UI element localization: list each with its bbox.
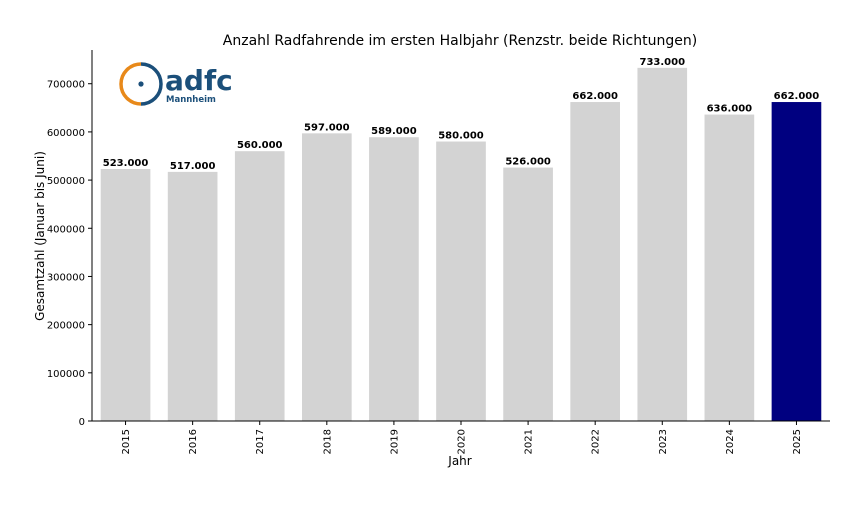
x-tick-label: 2025: [792, 429, 803, 454]
bars-group: 523.000 517.000 560.000 597.000 589.000 580.0…: [100, 57, 822, 422]
y-tick-label: 100000: [47, 369, 85, 380]
data-label: 517.000: [170, 161, 216, 172]
bar-2025: [771, 102, 822, 421]
bar-2019: [369, 137, 419, 421]
y-tick-label: 0: [79, 417, 85, 428]
x-tick-label: 2017: [255, 429, 266, 454]
logo-wordmark: adfc: [165, 64, 233, 97]
data-label: 636.000: [707, 104, 753, 115]
x-tick-label: 2021: [524, 429, 535, 454]
data-label: 662.000: [774, 91, 820, 102]
bar-2018: [301, 133, 352, 421]
y-tick-label: 500000: [47, 176, 85, 187]
bar-2017: [234, 151, 285, 421]
x-axis-label: Jahr: [447, 454, 471, 468]
x-tick-label: 2018: [322, 429, 333, 454]
data-label: 526.000: [505, 157, 551, 168]
data-label: 733.000: [639, 57, 685, 68]
logo-navy-arc: [140, 62, 163, 106]
y-tick-label: 400000: [47, 224, 85, 235]
x-tick-label: 2016: [188, 429, 199, 454]
data-label: 523.000: [103, 158, 149, 169]
y-axis: 0 100000 200000 300000 400000 500000 600000 700…: [47, 50, 93, 428]
x-tick-label: 2022: [591, 429, 602, 454]
data-label: 597.000: [304, 122, 350, 133]
x-tick-label: 2024: [725, 429, 736, 454]
y-tick-label: 600000: [47, 128, 85, 139]
x-tick-label: 2020: [457, 429, 468, 454]
y-tick-label: 200000: [47, 321, 85, 332]
x-tick-label: 2019: [389, 429, 400, 454]
bar-2024: [704, 114, 755, 422]
logo-orange-arc: [119, 62, 142, 106]
data-label: 580.000: [438, 131, 484, 142]
y-tick-label: 700000: [47, 80, 85, 91]
x-tick-label: 2015: [121, 429, 132, 454]
logo-dot: [138, 81, 144, 87]
bar-2023: [637, 67, 688, 421]
data-label: 560.000: [237, 140, 283, 151]
bar-2015: [100, 169, 151, 421]
y-tick-label: 300000: [47, 272, 85, 283]
logo-city: Mannheim: [166, 95, 216, 105]
adfc-logo: adfc Mannheim: [119, 62, 233, 106]
data-label: 589.000: [371, 126, 417, 137]
bar-2022: [570, 102, 621, 421]
bar-2020: [436, 141, 486, 421]
x-axis: 2015 2016 2017 2018 2019 2020 2021 2022 2023 2024…: [92, 420, 830, 454]
bar-2021: [503, 167, 553, 421]
x-tick-label: 2023: [658, 429, 669, 454]
chart-title: Anzahl Radfahrende im ersten Halbjahr (R…: [223, 33, 697, 49]
data-label: 662.000: [572, 91, 618, 102]
y-axis-label: Gesamtzahl (Januar bis Juni): [33, 151, 47, 321]
bar-2016: [167, 171, 218, 421]
